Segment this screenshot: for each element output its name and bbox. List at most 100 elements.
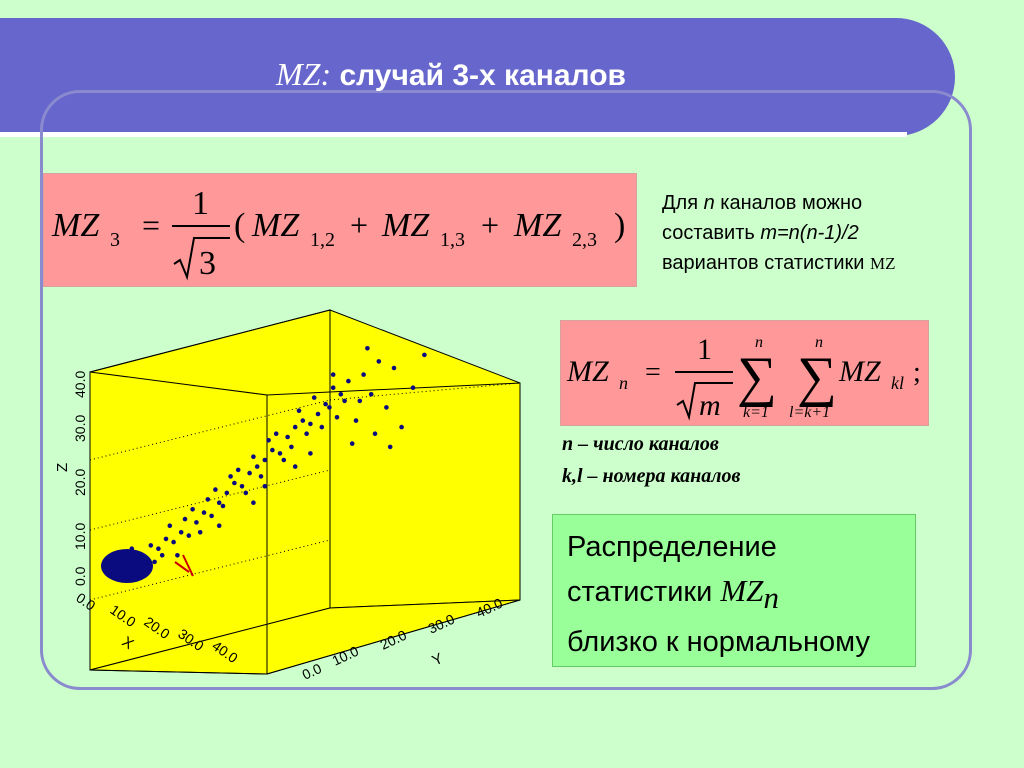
content-frame [40,90,972,690]
f2-lhs: MZ [566,355,609,388]
scatter-point [156,546,161,551]
f1-sqrt-sign [173,237,230,281]
formula-mz3: MZ 3 = 1 3 ( MZ 1,2 + MZ 1,3 + MZ 2,3 ) [51,185,625,282]
scatter-point [422,352,427,358]
scatter-point [292,424,298,430]
chart-box [89,309,521,675]
scatter-point [232,480,237,486]
sn-l2m: m=n(n-1)/2 [760,222,859,244]
top-front-edge [266,382,521,396]
scatter-point [346,378,351,384]
f1-t2: MZ [381,207,430,244]
bottom-front-edge [266,599,521,675]
f1-t2-sub: 1,3 [440,229,465,251]
scatter-point [327,405,332,410]
scatter-point [315,411,321,417]
scatter-point [239,484,245,489]
scatter-point [387,444,393,450]
scatter-point [391,365,397,371]
scatter-point [258,474,264,479]
dense-cluster [101,549,153,583]
f2-rhs: MZ [838,355,881,388]
top-back-edge [89,309,331,373]
scatter-point [186,533,192,538]
scatter-point [376,359,382,364]
scatter-point [148,543,154,548]
scatter-point [323,401,328,407]
scatter-point [190,507,195,512]
f2-lhs-sub: n [619,373,628,393]
conclusion-mz: MZ [720,573,764,608]
f1-plus1: + [350,207,368,243]
red-arrow-2 [182,554,194,577]
scatter-point [251,500,256,505]
formula-mzn-box: MZ n = 1 m n ∑ k=1 n ∑ l=k+1 MZ kl ; [560,320,929,426]
z-tick-0: 0.0 [72,566,88,586]
f1-eq: = [142,207,160,243]
f2-sum1-top: n [755,334,763,351]
f2-sum1-sigma: ∑ [737,346,777,408]
title-underline [0,132,907,137]
scatter-point [334,415,340,420]
scatter-point [368,392,374,397]
f2-semicolon: ; [913,357,921,388]
scatter-point [330,385,336,390]
scatter-point [273,431,279,436]
z-tick-2: 20.0 [72,469,88,496]
scatter-point [349,441,355,446]
scatter-point [308,451,313,456]
scatter-point [216,500,222,505]
conclusion-mz-sub: n [763,579,779,615]
scatter-point [182,516,188,522]
legend-line-kl: k,l – номера каналов [562,465,741,487]
f1-num: 1 [192,185,209,222]
title-bar [0,18,955,136]
conclusion-line3: близко к нормальному [567,625,870,658]
scatter-point [262,484,268,489]
conclusion-l2a: статистики [567,576,721,608]
scatter-point [216,523,222,528]
scatter-point [353,418,359,423]
side-note-line3: вариантов статистики MZ [662,248,896,279]
y-axis-label: Y [430,650,446,670]
title-mz: MZ: [276,56,332,92]
f2-rhs-sub: kl [891,373,904,393]
sn-l1n: n [703,192,715,214]
side-note: Для n каналов можно составить m=n(n-1)/2… [662,188,896,279]
formula-mz3-box: MZ 3 = 1 3 ( MZ 1,2 + MZ 1,3 + MZ 2,3 ) [43,173,637,287]
scatter-point [285,434,290,440]
scatter-point [342,398,347,404]
f2-num: 1 [697,333,712,366]
scatter-point [319,424,325,430]
scatter-point [281,457,287,463]
variables-legend: n – число каналов k,l – номера каналов [562,428,740,492]
scatter-point [197,530,203,535]
scatter-point [224,490,230,496]
scatter-point [235,467,241,473]
conclusion-line2: статистики MZn [567,569,915,620]
scatter-point [292,464,298,469]
f1-lparen: ( [234,207,245,244]
sn-l2a: составить [662,222,761,244]
scatter-point [410,385,416,390]
scatter-point [201,510,207,515]
scatter-point [262,457,268,463]
scatter-point [163,536,169,542]
scatter-point [266,438,271,443]
scatter-point [254,464,260,469]
scatter-point [311,395,317,400]
scatter-point [247,470,252,476]
f1-t1: MZ [251,207,300,244]
scatter-point [300,418,306,423]
scatter-point [338,392,344,397]
conclusion-line1: Распределение [567,531,777,563]
f1-rparen: ) [614,207,625,244]
scatter-point [167,523,173,528]
scatter-point [243,490,249,496]
scatter-point [213,487,218,492]
scatter-point [178,530,184,535]
z-tick-3: 30.0 [72,415,88,442]
red-arrow-1 [174,561,190,573]
scatter-point [361,372,366,377]
scatter-point [220,503,226,509]
